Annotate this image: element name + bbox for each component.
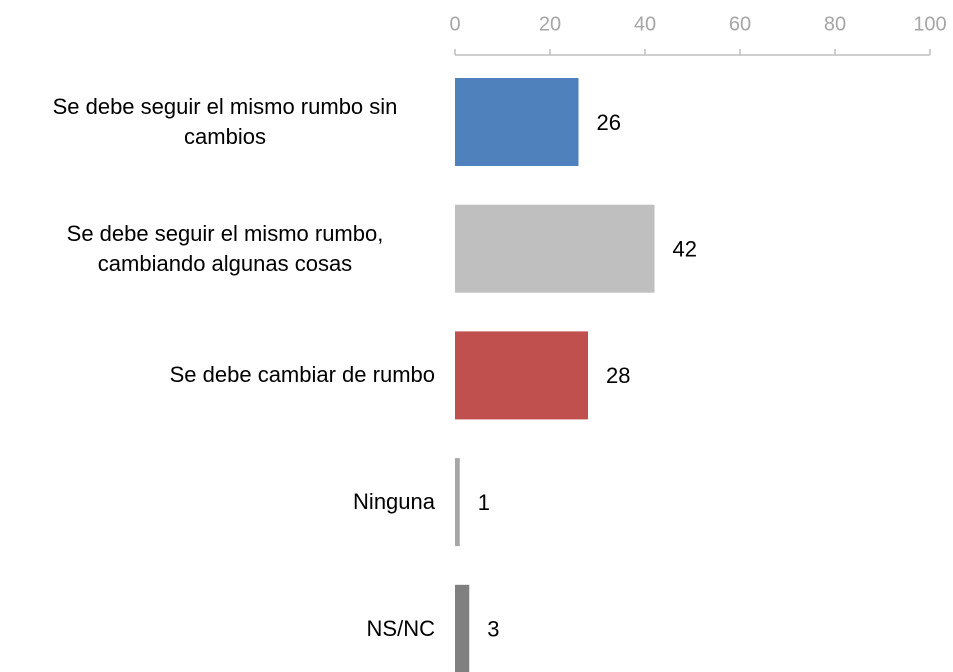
x-tick-label: 80	[824, 13, 846, 35]
value-label: 28	[606, 363, 630, 388]
bar	[455, 204, 655, 293]
category-label: Se debe seguir el mismo rumbo sin cambio…	[15, 78, 435, 166]
category-text: Ninguna	[353, 489, 435, 515]
category-label: Se debe cambiar de rumbo	[15, 331, 435, 419]
bar	[455, 331, 588, 420]
value-label: 26	[597, 110, 621, 135]
category-text: NS/NC	[366, 615, 435, 641]
bar	[455, 78, 579, 166]
value-label: 42	[673, 237, 697, 262]
x-tick-label: 60	[729, 13, 751, 35]
category-label: NS/NC	[15, 585, 435, 672]
category-text: Se debe seguir el mismo rumbo, cambiando…	[66, 220, 384, 276]
x-tick-label: 40	[634, 13, 656, 35]
value-label: 3	[487, 617, 499, 642]
bar	[455, 584, 470, 672]
value-label: 1	[478, 490, 490, 515]
category-label: Ninguna	[15, 458, 435, 546]
category-label: Se debe seguir el mismo rumbo, cambiando…	[15, 205, 435, 293]
x-tick-label: 100	[913, 13, 946, 35]
category-text: Se debe cambiar de rumbo	[169, 362, 435, 388]
bar	[455, 458, 460, 547]
x-tick-label: 0	[449, 13, 460, 35]
x-tick-label: 20	[539, 13, 561, 35]
category-text: Se debe seguir el mismo rumbo sin cambio…	[52, 94, 398, 149]
